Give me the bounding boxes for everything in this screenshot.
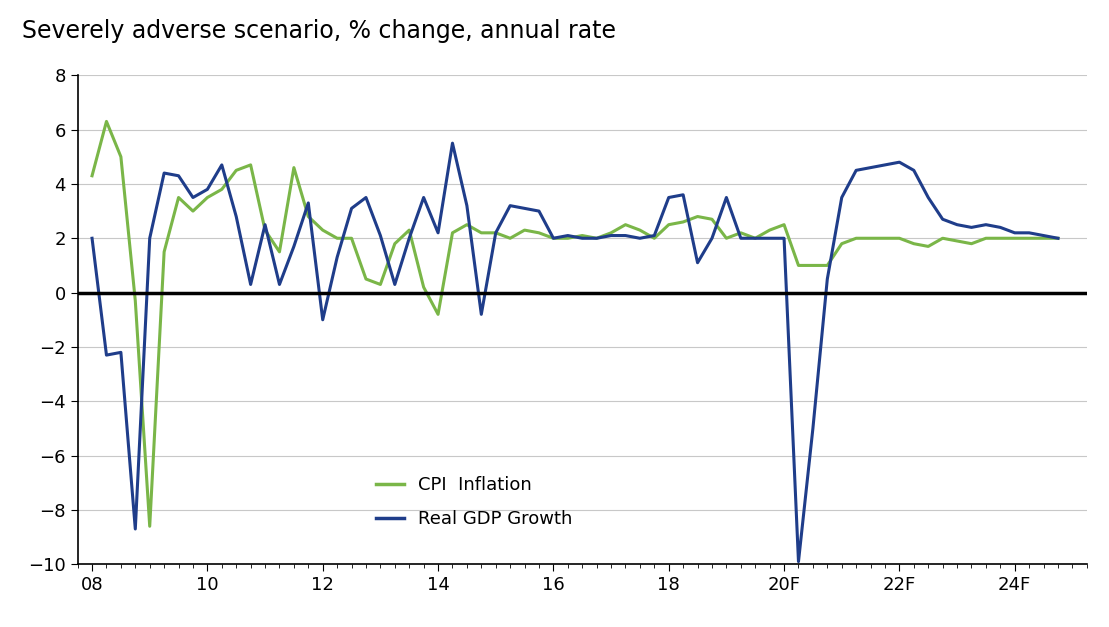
- Legend: CPI  Inflation, Real GDP Growth: CPI Inflation, Real GDP Growth: [369, 469, 580, 535]
- Text: Severely adverse scenario, % change, annual rate: Severely adverse scenario, % change, ann…: [22, 19, 617, 43]
